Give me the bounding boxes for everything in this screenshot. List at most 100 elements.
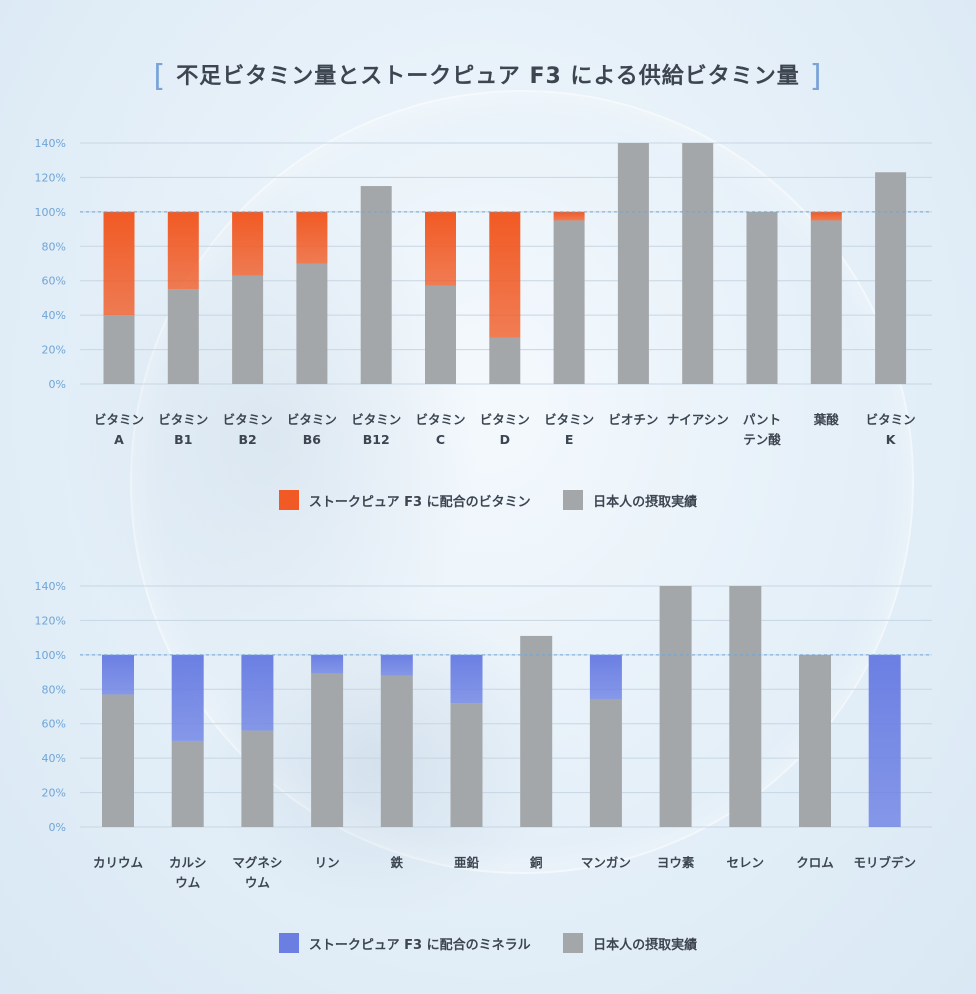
- legend-swatch-gray: [563, 933, 584, 953]
- x-tick-label: マンガン: [581, 855, 631, 870]
- bar-supply: [232, 211, 264, 276]
- bar-intake: [102, 694, 134, 827]
- x-tick-label: A: [114, 432, 124, 447]
- bar-supply: [553, 211, 585, 221]
- x-tick-label: B1: [174, 432, 192, 447]
- y-tick-label: 140%: [35, 137, 66, 150]
- bar-intake: [360, 186, 392, 384]
- bar-intake: [617, 143, 649, 384]
- legend-item-intake: 日本人の摂取実績: [563, 490, 697, 510]
- bar-supply: [425, 211, 456, 286]
- x-tick-label: ビオチン: [608, 412, 658, 427]
- x-tick-label: E: [565, 432, 574, 447]
- x-tick-label: C: [436, 432, 445, 447]
- bar-intake: [311, 673, 344, 827]
- bar-supply: [450, 654, 483, 704]
- x-tick-label: リン: [315, 855, 340, 870]
- bar-supply: [868, 654, 901, 827]
- x-tick-label: モリブデン: [853, 855, 916, 870]
- legend-item-intake: 日本人の摂取実績: [563, 933, 697, 953]
- bar-intake: [682, 143, 714, 384]
- x-tick-label: ビタミン: [480, 412, 530, 427]
- x-tick-label: ウム: [245, 875, 271, 890]
- y-tick-label: 100%: [35, 649, 66, 662]
- bar-supply: [241, 654, 274, 731]
- y-tick-label: 140%: [35, 580, 66, 593]
- mineral-legend: ストークピュア F3 に配合のミネラル 日本人の摂取実績: [0, 933, 976, 957]
- title-text: 不足ビタミン量とストークピュア F3 による供給ビタミン量: [176, 64, 800, 89]
- x-tick-label: K: [886, 432, 897, 447]
- x-tick-label: ビタミン: [94, 412, 144, 427]
- legend-label: ストークピュア F3 に配合のミネラル: [308, 937, 531, 953]
- bar-intake: [799, 654, 831, 827]
- title-bracket-left: [: [153, 59, 167, 94]
- bar-intake: [489, 337, 521, 384]
- bar-intake: [296, 263, 328, 384]
- x-tick-label: ビタミン: [866, 412, 916, 427]
- x-tick-label: テン酸: [743, 432, 781, 447]
- bar-intake: [746, 211, 778, 384]
- legend-label: ストークピュア F3 に配合のビタミン: [308, 494, 531, 510]
- bar-intake: [729, 586, 762, 827]
- bar-intake: [589, 699, 622, 827]
- x-tick-label: B6: [303, 432, 322, 447]
- x-tick-label: ナイアシン: [667, 412, 729, 427]
- legend-swatch-blue: [278, 933, 299, 953]
- bar-supply: [489, 211, 521, 338]
- x-tick-label: ウム: [175, 875, 201, 890]
- x-tick-label: 銅: [529, 855, 543, 870]
- legend-label: 日本人の摂取実績: [593, 494, 698, 510]
- y-tick-label: 40%: [42, 309, 66, 322]
- x-tick-label: クロム: [796, 855, 834, 870]
- bar-intake: [810, 220, 842, 384]
- x-tick-label: ビタミン: [351, 412, 401, 427]
- bar-intake: [553, 220, 585, 384]
- legend-swatch-orange: [278, 490, 299, 510]
- x-tick-label: ビタミン: [287, 412, 337, 427]
- y-tick-label: 100%: [35, 206, 66, 219]
- bar-intake: [232, 275, 264, 384]
- y-tick-label: 120%: [35, 171, 66, 184]
- bar-supply: [296, 211, 328, 264]
- x-tick-label: 葉酸: [813, 412, 840, 427]
- bar-supply: [589, 654, 622, 700]
- x-tick-label: カリウム: [93, 855, 144, 870]
- legend-item-mineral-supply: ストークピュア F3 に配合のミネラル: [278, 933, 531, 953]
- bar-intake: [167, 289, 199, 384]
- x-tick-label: B12: [363, 432, 390, 447]
- x-tick-label: ビタミン: [415, 412, 465, 427]
- vitamin-chart: 0% 20% 40% 60% 80% 100% 120% 140% ビタミン A ビタミン B1 ビタミ…: [35, 137, 932, 447]
- bar-intake: [380, 675, 413, 827]
- y-tick-label: 20%: [42, 344, 66, 357]
- x-tick-label: カルシ: [169, 855, 207, 870]
- vitamin-legend: ストークピュア F3 に配合のビタミン 日本人の摂取実績: [0, 490, 976, 514]
- y-tick-label: 80%: [42, 240, 66, 253]
- y-tick-label: 120%: [35, 614, 66, 627]
- x-tick-label: パント: [743, 412, 781, 427]
- bar-intake: [171, 740, 204, 827]
- bar-supply: [167, 211, 199, 290]
- bar-intake: [241, 730, 274, 827]
- y-tick-label: 80%: [42, 683, 66, 696]
- bar-intake: [103, 315, 135, 384]
- y-tick-label: 40%: [42, 752, 66, 765]
- x-tick-label: マグネシ: [232, 855, 282, 870]
- bar-intake: [659, 586, 692, 827]
- bar-intake: [425, 285, 456, 384]
- bar-supply: [810, 211, 842, 221]
- legend-label: 日本人の摂取実績: [593, 937, 698, 953]
- x-tick-label: ビタミン: [544, 412, 594, 427]
- x-tick-label: 鉄: [391, 855, 404, 870]
- bar-intake: [520, 635, 553, 827]
- title-bracket-right: ]: [809, 59, 823, 94]
- y-tick-label: 0%: [49, 821, 66, 834]
- bar-supply: [380, 654, 413, 676]
- y-tick-label: 0%: [49, 378, 66, 391]
- y-tick-label: 20%: [42, 787, 66, 800]
- legend-swatch-gray: [563, 490, 584, 510]
- bar-supply: [311, 654, 344, 674]
- bar-intake: [450, 703, 483, 827]
- bar-supply: [171, 654, 204, 741]
- y-tick-label: 60%: [42, 275, 66, 288]
